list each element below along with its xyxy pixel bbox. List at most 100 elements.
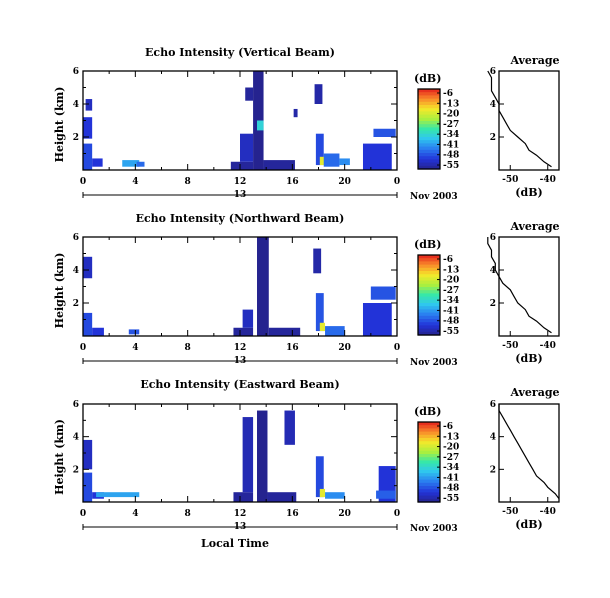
x-tick-label: 16 — [286, 177, 299, 187]
colorbar-swatch — [418, 319, 440, 323]
colorbar-tick-label: -55 — [443, 161, 459, 171]
average-y-tick-label: 2 — [490, 465, 496, 475]
colorbar-swatch — [418, 162, 440, 167]
average-frame — [498, 403, 560, 503]
echo-cell-14 — [315, 133, 324, 166]
x-tick-label: 0 — [80, 343, 86, 353]
x-tick-label: 8 — [185, 509, 191, 519]
colorbar-swatch — [418, 156, 440, 160]
colorbar-swatch — [418, 425, 440, 429]
colorbar-frame — [417, 88, 441, 170]
colorbar-tick-label: -48 — [443, 484, 459, 494]
average-x-tick-label: -50 — [502, 175, 518, 185]
average-y-tick-label: 2 — [490, 133, 496, 143]
x-tick-label: 4 — [132, 177, 138, 187]
colorbar-swatch — [418, 124, 440, 128]
colorbar-swatch — [418, 473, 440, 477]
colorbar-swatch — [418, 434, 440, 439]
colorbar-swatch — [418, 312, 440, 317]
colorbar-swatch — [418, 267, 440, 272]
echo-cell-12 — [263, 160, 295, 170]
average-title: Average — [509, 220, 559, 233]
colorbar-swatch — [418, 117, 440, 122]
colorbar-swatch — [418, 431, 440, 436]
y-tick-label: 6 — [73, 67, 79, 77]
x-tick-label: 0 — [394, 343, 400, 353]
colorbar-tick-label: -13 — [443, 432, 459, 442]
average-x-axis-label: (dB) — [515, 518, 542, 531]
date-label: 13 — [234, 356, 247, 366]
colorbar-tick-label: -34 — [443, 130, 459, 140]
echo-cell-9 — [313, 248, 322, 274]
x-tick-label: 8 — [185, 177, 191, 187]
y-axis-label: Height (km) — [53, 253, 66, 329]
echo-cell-10 — [315, 456, 324, 498]
average-profile-line — [487, 237, 552, 334]
colorbar-swatch — [418, 133, 440, 138]
plot-frame — [82, 403, 398, 503]
colorbar-swatch — [418, 149, 440, 154]
colorbar-tick-label: -6 — [443, 422, 453, 432]
colorbar-swatch — [418, 486, 440, 490]
echo-cell-17 — [323, 153, 340, 167]
echo-cell-7 — [257, 237, 269, 336]
colorbar-swatch — [418, 309, 440, 314]
y-tick-label: 6 — [73, 233, 79, 243]
x-tick-label: 4 — [132, 509, 138, 519]
average-x-tick-label: -40 — [540, 341, 556, 351]
echo-cell-13 — [293, 108, 298, 118]
colorbar-unit: (dB) — [414, 405, 441, 418]
echo-cell-5 — [233, 492, 254, 502]
echo-cell-8 — [268, 327, 301, 336]
colorbar-tick-label: -41 — [443, 306, 459, 316]
echo-cell-4 — [96, 492, 140, 498]
average-profile-line — [487, 70, 552, 168]
colorbar-swatch — [418, 498, 440, 503]
colorbar-swatch — [418, 460, 440, 465]
average-y-tick-label: 4 — [490, 266, 496, 276]
average-x-tick-label: -40 — [540, 507, 556, 517]
colorbar-tick-label: -20 — [443, 110, 459, 120]
colorbar-swatch — [418, 495, 440, 500]
average-y-tick-label: 4 — [490, 433, 496, 443]
echo-cell-7 — [257, 410, 268, 502]
colorbar-tick-label: -48 — [443, 151, 459, 161]
chart-title: Echo Intensity (Eastward Beam) — [140, 378, 339, 391]
date-label: 13 — [234, 522, 247, 532]
colorbar-swatch — [418, 92, 440, 96]
colorbar-swatch — [418, 325, 440, 330]
colorbar-tick-label: -41 — [443, 473, 459, 483]
y-tick-label: 4 — [73, 100, 79, 110]
colorbar-tick-label: -41 — [443, 140, 459, 150]
echo-cell-6 — [136, 161, 145, 167]
colorbar-swatch — [418, 258, 440, 262]
average-y-tick-label: 6 — [490, 233, 496, 243]
colorbar-swatch — [418, 101, 440, 106]
y-tick-label: 2 — [73, 299, 79, 309]
x-tick-label: 12 — [234, 343, 247, 353]
echo-cell-5 — [233, 327, 254, 336]
colorbar-swatch — [418, 444, 440, 449]
colorbar-swatch — [418, 290, 440, 294]
y-tick-label: 2 — [73, 133, 79, 143]
average-y-tick-label: 4 — [490, 100, 496, 110]
colorbar-swatch — [418, 264, 440, 269]
colorbar-tick-label: -6 — [443, 89, 453, 99]
colorbar-unit: (dB) — [414, 238, 441, 251]
month-label: Nov 2003 — [410, 192, 458, 202]
colorbar-swatch — [418, 95, 440, 100]
colorbar-tick-label: -6 — [443, 255, 453, 265]
echo-cell-2 — [83, 256, 93, 279]
colorbar-swatch — [418, 306, 440, 310]
average-profile-line — [498, 404, 560, 500]
echo-cell-16 — [314, 84, 323, 104]
colorbar-swatch — [418, 328, 440, 333]
x-tick-label: 8 — [185, 343, 191, 353]
echo-cell-5 — [122, 160, 140, 167]
colorbar-swatch — [418, 108, 440, 112]
x-tick-label: 16 — [286, 343, 299, 353]
colorbar-swatch — [418, 296, 440, 301]
colorbar-swatch — [418, 476, 440, 481]
colorbar-swatch — [418, 89, 440, 93]
month-label: Nov 2003 — [410, 358, 458, 368]
